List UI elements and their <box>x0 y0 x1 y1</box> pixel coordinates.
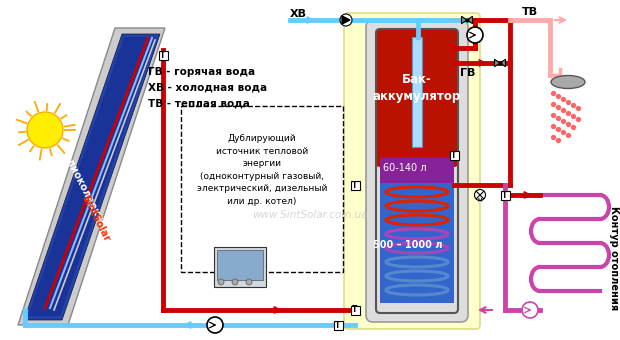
FancyBboxPatch shape <box>350 306 360 315</box>
FancyBboxPatch shape <box>380 183 454 303</box>
Text: ТВ - теплая вода: ТВ - теплая вода <box>148 99 250 109</box>
Text: Дублирующий
источник тепловой
энергии
(одноконтурный газовый,
электрический, диз: Дублирующий источник тепловой энергии (о… <box>197 134 327 206</box>
FancyBboxPatch shape <box>380 158 454 188</box>
Text: 500 – 1000 л: 500 – 1000 л <box>373 240 443 250</box>
Text: ГВ: ГВ <box>460 68 476 78</box>
Polygon shape <box>18 28 165 325</box>
FancyBboxPatch shape <box>450 151 459 159</box>
Polygon shape <box>461 16 467 24</box>
FancyBboxPatch shape <box>181 106 343 272</box>
Text: T: T <box>502 190 508 200</box>
Circle shape <box>232 279 238 285</box>
FancyBboxPatch shape <box>350 181 360 189</box>
Text: 60-140 л: 60-140 л <box>383 163 427 173</box>
Polygon shape <box>467 16 472 24</box>
Text: Контур отопления: Контур отопления <box>609 206 619 310</box>
Text: T: T <box>352 181 358 189</box>
FancyBboxPatch shape <box>344 13 480 329</box>
FancyBboxPatch shape <box>376 29 458 167</box>
FancyBboxPatch shape <box>159 51 167 59</box>
Text: M: M <box>477 199 482 204</box>
Text: Гелиоколлекторы: Гелиоколлекторы <box>58 147 114 243</box>
Circle shape <box>522 302 538 318</box>
Text: ХВ - холодная вода: ХВ - холодная вода <box>148 83 267 93</box>
FancyBboxPatch shape <box>412 37 422 147</box>
Circle shape <box>474 189 485 201</box>
Polygon shape <box>28 37 156 316</box>
FancyBboxPatch shape <box>334 321 342 329</box>
Circle shape <box>218 279 224 285</box>
Circle shape <box>207 317 223 333</box>
Polygon shape <box>500 59 505 67</box>
Text: SintSolar: SintSolar <box>79 193 111 243</box>
Polygon shape <box>24 34 160 320</box>
Circle shape <box>27 112 63 148</box>
Polygon shape <box>342 16 350 24</box>
Text: ХВ: ХВ <box>290 9 306 19</box>
Polygon shape <box>495 59 500 67</box>
Ellipse shape <box>551 75 585 88</box>
Text: www.SintSolar.com.ua: www.SintSolar.com.ua <box>252 210 368 220</box>
Circle shape <box>340 14 352 26</box>
FancyBboxPatch shape <box>217 250 263 280</box>
Text: T: T <box>161 51 166 59</box>
Text: T: T <box>451 151 457 159</box>
Text: T: T <box>352 306 358 315</box>
FancyBboxPatch shape <box>500 190 510 200</box>
Circle shape <box>467 27 483 43</box>
Text: ТВ: ТВ <box>522 7 538 17</box>
FancyBboxPatch shape <box>366 20 468 322</box>
Text: T: T <box>335 321 340 329</box>
Text: Бак-
аккумулятор: Бак- аккумулятор <box>373 73 461 103</box>
FancyBboxPatch shape <box>214 247 266 287</box>
Text: ГВ - горячая вода: ГВ - горячая вода <box>148 67 255 77</box>
Circle shape <box>246 279 252 285</box>
